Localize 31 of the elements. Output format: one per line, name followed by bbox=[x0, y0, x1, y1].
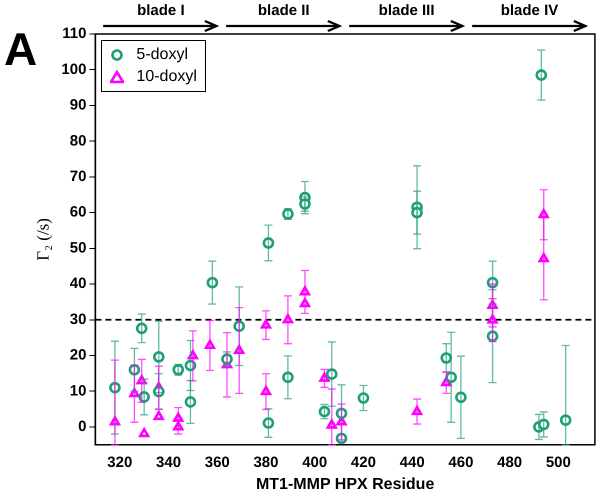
x-tick-label: 480 bbox=[497, 454, 522, 471]
y-axis-title: Γ₂ (/s) bbox=[34, 218, 53, 261]
x-tick-label: 380 bbox=[253, 454, 278, 471]
x-tick-label: 400 bbox=[302, 454, 328, 471]
text: blade II bbox=[258, 2, 310, 19]
x-tick-label: 460 bbox=[448, 454, 474, 471]
legend-label: 10-doxyl bbox=[136, 67, 197, 87]
y-tick-label: 90 bbox=[70, 96, 86, 114]
y-tick-label: 30 bbox=[70, 310, 86, 328]
x-tick-label: 360 bbox=[204, 454, 230, 471]
x-tick-label: 320 bbox=[107, 454, 132, 471]
y-tick-label: 50 bbox=[70, 239, 86, 256]
y-tick-label: 20 bbox=[70, 346, 86, 364]
y-tick-label: 100 bbox=[61, 60, 86, 78]
text: blade I bbox=[137, 2, 185, 19]
y-tick-label: 110 bbox=[62, 25, 86, 42]
x-tick-label: 420 bbox=[350, 454, 376, 471]
y-tick-label: 40 bbox=[70, 275, 86, 292]
text: blade IV bbox=[500, 2, 558, 19]
legend-label: 5-doxyl bbox=[136, 45, 188, 65]
y-tick-label: 70 bbox=[70, 168, 86, 186]
y-tick-label: 0 bbox=[78, 418, 86, 436]
text: A bbox=[4, 23, 38, 75]
y-tick-label: 10 bbox=[70, 382, 86, 400]
text: blade III bbox=[378, 2, 435, 19]
y-tick-label: 60 bbox=[70, 204, 86, 221]
y-tick-label: 80 bbox=[70, 132, 86, 150]
x-tick-label: 340 bbox=[156, 454, 182, 471]
x-tick-label: 500 bbox=[546, 454, 571, 471]
x-tick-label: 440 bbox=[400, 454, 425, 471]
x-axis-title: MT1-MMP HPX Residue bbox=[256, 476, 434, 493]
